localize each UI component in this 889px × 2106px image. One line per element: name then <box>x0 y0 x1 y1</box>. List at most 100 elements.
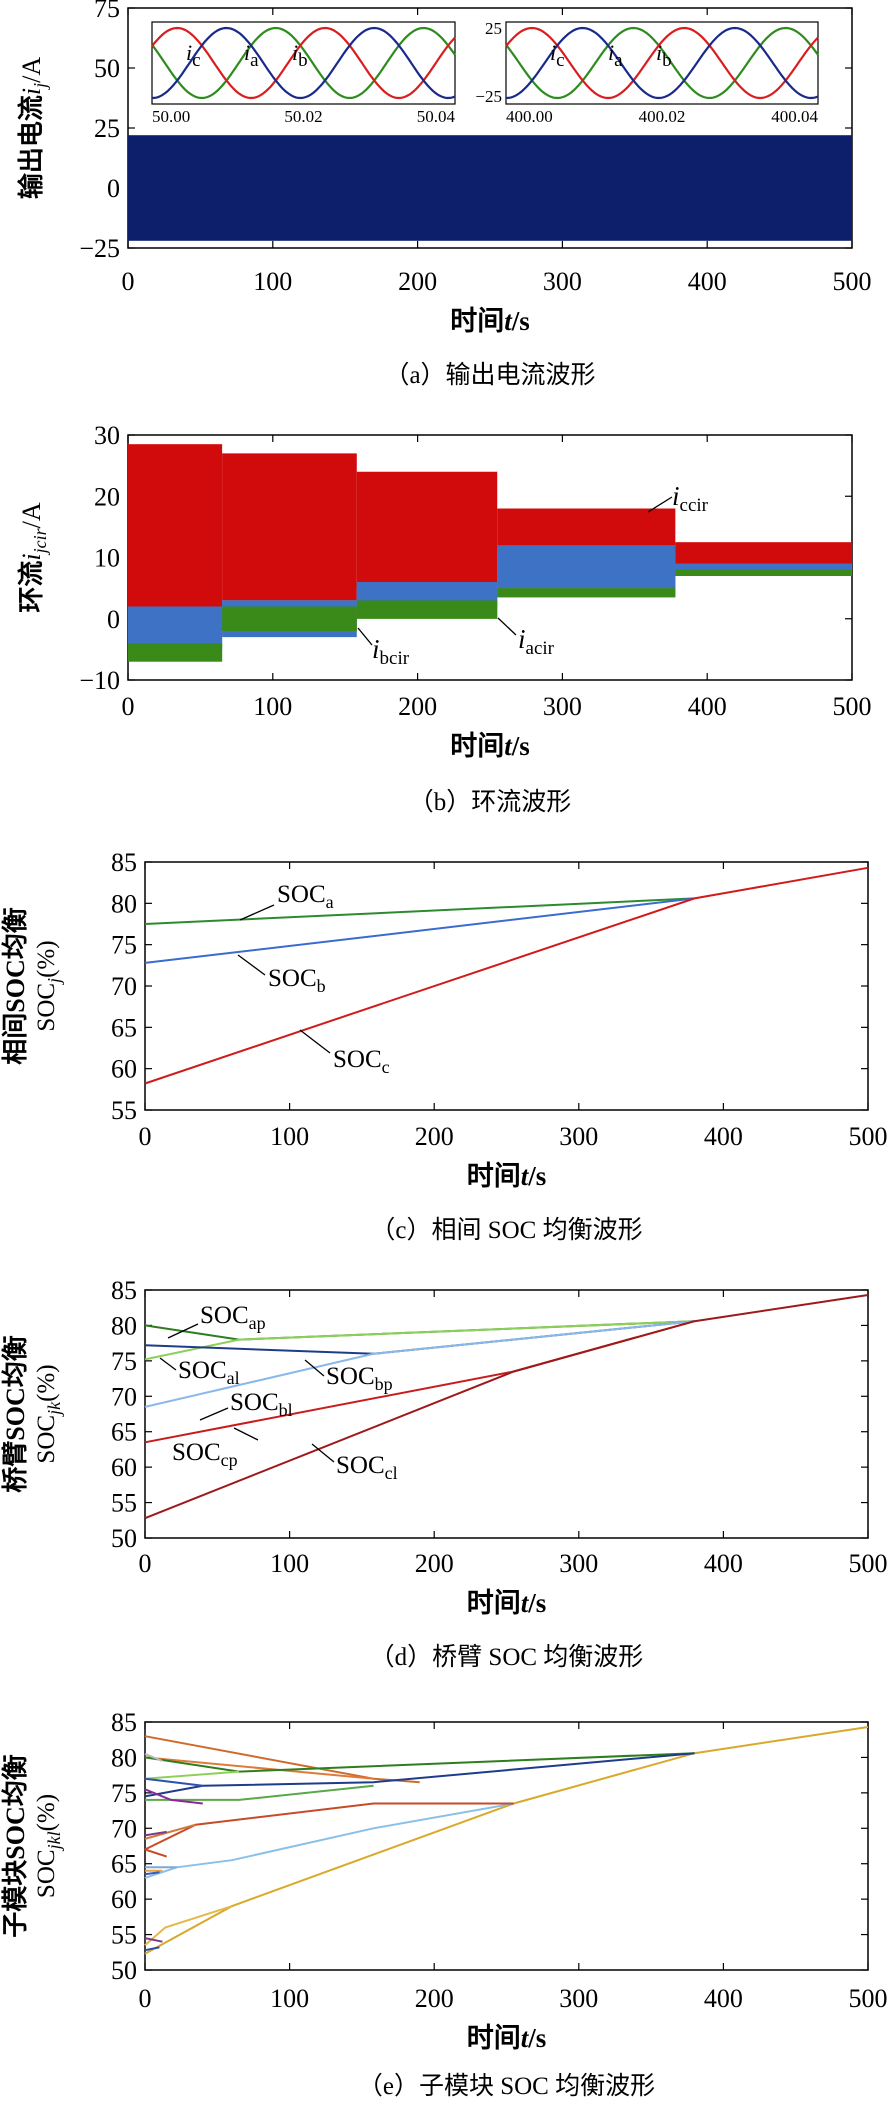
y-tick-label: 60 <box>111 1885 137 1914</box>
chart-submodule-soc: 0 100 200 300 400 500 50 55 60 65 70 75 80 85 时间t/s （e）… <box>0 1708 888 2100</box>
series-label-sub: c <box>192 50 200 71</box>
series-label-var: i <box>608 40 614 65</box>
x-tick-label: 100 <box>270 1122 309 1151</box>
y-tick-label: −10 <box>79 666 120 695</box>
series-label: ia <box>608 40 623 71</box>
x-axis-label-part: 时间 <box>450 731 504 761</box>
x-tick-label: 200 <box>415 1984 454 2013</box>
y-tick-label: 75 <box>111 1779 137 1808</box>
series-line <box>144 1830 167 1837</box>
x-axis-label-var: t <box>521 1161 530 1191</box>
series-line <box>144 1320 695 1361</box>
y-tick-label: 75 <box>94 0 120 23</box>
figure-caption: （a）输出电流波形 <box>384 361 595 389</box>
label-leader <box>299 1029 331 1054</box>
y-axis-label-sub: jkl <box>44 1831 64 1851</box>
x-tick-label: 100 <box>253 692 292 721</box>
series-label-sub: b <box>317 976 326 996</box>
x-tick-label: 100 <box>270 1549 309 1578</box>
series-line <box>144 897 695 964</box>
series-label-sub: ccir <box>680 495 709 516</box>
series-line <box>144 1788 203 1805</box>
circulating-band-iccir <box>497 508 676 552</box>
circulating-band-iccir <box>128 444 223 607</box>
x-tick-label: 200 <box>398 692 437 721</box>
inset-x-tick: 400.02 <box>639 107 686 126</box>
series-line <box>144 1946 160 1952</box>
series-label-sub: b <box>662 50 672 71</box>
x-tick-label: 400 <box>704 1122 743 1151</box>
y-tick-label: 30 <box>94 421 120 450</box>
series-label-sub: bcir <box>380 648 410 669</box>
series-label-main: SOC <box>268 965 317 992</box>
x-tick-label: 400 <box>704 1984 743 2013</box>
x-tick-label: 300 <box>559 1122 598 1151</box>
series-label-sub: cl <box>385 1463 398 1483</box>
y-tick-label: 50 <box>111 1524 137 1553</box>
x-tick-label: 200 <box>415 1122 454 1151</box>
y-axis-label-line1: 子模块SOC均衡 <box>0 1754 30 1937</box>
label-leader <box>647 496 673 513</box>
series-label: SOCal <box>178 1357 240 1388</box>
y-axis-label-line1: 桥臂SOC均衡 <box>0 1335 30 1492</box>
series-label: SOCc <box>333 1046 390 1077</box>
series-line <box>144 1802 514 1879</box>
y-axis-label-sub: j <box>30 83 50 90</box>
chart-circulating-current: 0 100 200 300 400 500−100102030时间t/s（b）环流波形环流… <box>17 421 872 816</box>
x-tick-label: 300 <box>543 692 582 721</box>
series-label: SOCbl <box>230 1389 293 1420</box>
figure-caption: （c）相间 SOC 均衡波形 <box>370 1216 642 1244</box>
series-label-var: i <box>244 40 250 65</box>
x-tick-label: 500 <box>833 692 872 721</box>
y-tick-label: 60 <box>111 1055 137 1084</box>
x-axis-label-var: t <box>504 306 513 336</box>
y-axis-label-part: SOC <box>33 1849 60 1898</box>
y-axis-label-part: (%) <box>33 940 60 977</box>
series-label-main: SOC <box>178 1357 227 1384</box>
circulating-band-iccir <box>356 471 498 589</box>
y-axis-label-line1: 相间SOC均衡 <box>0 907 30 1064</box>
series-line <box>144 1848 168 1858</box>
x-axis-label-part: /s <box>527 1161 546 1191</box>
y-tick-label: 55 <box>111 1096 137 1125</box>
x-axis-label-part: 时间 <box>450 306 504 336</box>
x-axis-label: 时间t/s <box>450 306 530 336</box>
y-axis-label: 环流ijcir/A <box>17 502 50 612</box>
series-label: ibcir <box>372 634 410 669</box>
y-axis-label-part: SOC <box>33 1415 60 1464</box>
series-line <box>144 1802 514 1851</box>
x-tick-label: 500 <box>849 1984 888 2013</box>
series-line <box>144 1823 196 1840</box>
inset-y-tick: −25 <box>475 87 502 106</box>
y-tick-label: 80 <box>111 1311 137 1340</box>
series-line <box>144 1752 163 1762</box>
series-label-sub: bp <box>375 1374 393 1394</box>
circulating-band-iacir-top <box>356 600 498 619</box>
y-axis-label-line2: SOCjk(%) <box>33 1364 64 1463</box>
series-label: ib <box>292 40 308 71</box>
circulating-band-ibcir-top <box>675 563 852 570</box>
x-tick-label: 500 <box>849 1122 888 1151</box>
label-leader <box>304 1359 325 1377</box>
y-tick-label: 85 <box>111 848 137 877</box>
series-label-var: i <box>656 40 662 65</box>
y-axis-label-part: SOC <box>33 983 60 1032</box>
series-label-main: SOC <box>277 881 326 908</box>
label-leader <box>497 617 517 636</box>
inset-frame <box>151 21 456 105</box>
y-tick-label: 10 <box>94 544 120 573</box>
series-label-sub: acir <box>526 638 555 659</box>
series-label: SOCcl <box>336 1452 398 1483</box>
y-tick-label: 65 <box>111 1013 137 1042</box>
series-label: ia <box>244 40 259 71</box>
y-axis-label-var: i <box>17 553 46 560</box>
y-tick-label: 70 <box>111 972 137 1001</box>
y-tick-label: 50 <box>111 1956 137 1985</box>
label-leader <box>167 1323 199 1339</box>
y-tick-label: 80 <box>111 889 137 918</box>
figure-caption: （b）环流波形 <box>409 788 572 816</box>
x-tick-label: 0 <box>122 267 135 296</box>
y-tick-label: 70 <box>111 1814 137 1843</box>
series-line <box>144 1752 695 1773</box>
